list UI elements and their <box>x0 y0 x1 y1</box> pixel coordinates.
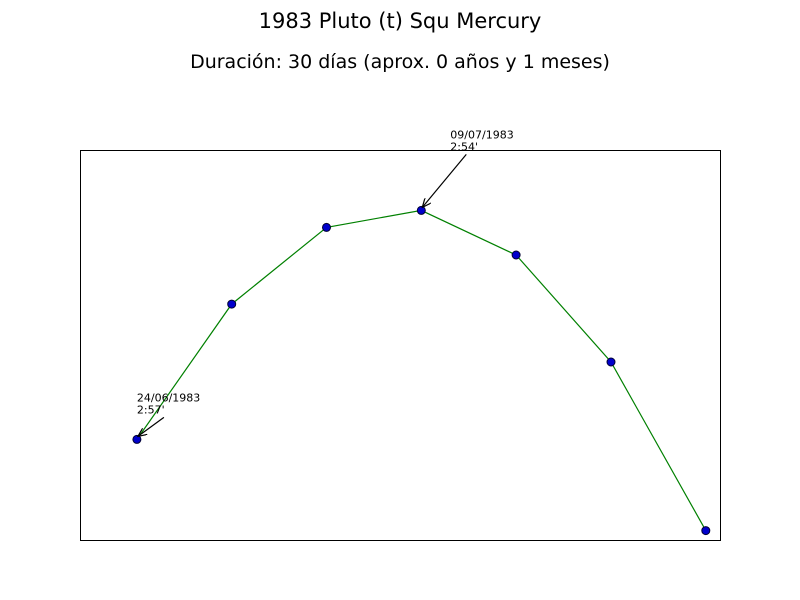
data-point <box>701 526 711 536</box>
series-line <box>136 209 707 531</box>
plot-area-frame <box>80 150 721 541</box>
data-point <box>132 434 142 444</box>
chart-title: 1983 Pluto (t) Squ Mercury <box>258 9 542 33</box>
data-point <box>322 222 331 232</box>
series-layer <box>132 205 711 536</box>
data-point <box>511 250 521 260</box>
annotation-arrow <box>138 416 165 436</box>
annotation-date: 24/06/1983 <box>137 391 200 404</box>
data-point <box>606 357 616 367</box>
chart-subtitle: Duración: 30 días (aprox. 0 años y 1 mes… <box>190 51 610 73</box>
annotation-date: 09/07/1983 <box>450 128 513 141</box>
annotation-value: 2:54' <box>450 140 478 153</box>
annotation-arrow <box>422 154 467 207</box>
annotation-value: 2:57' <box>137 403 165 416</box>
data-point <box>227 299 237 309</box>
data-point <box>416 205 426 215</box>
